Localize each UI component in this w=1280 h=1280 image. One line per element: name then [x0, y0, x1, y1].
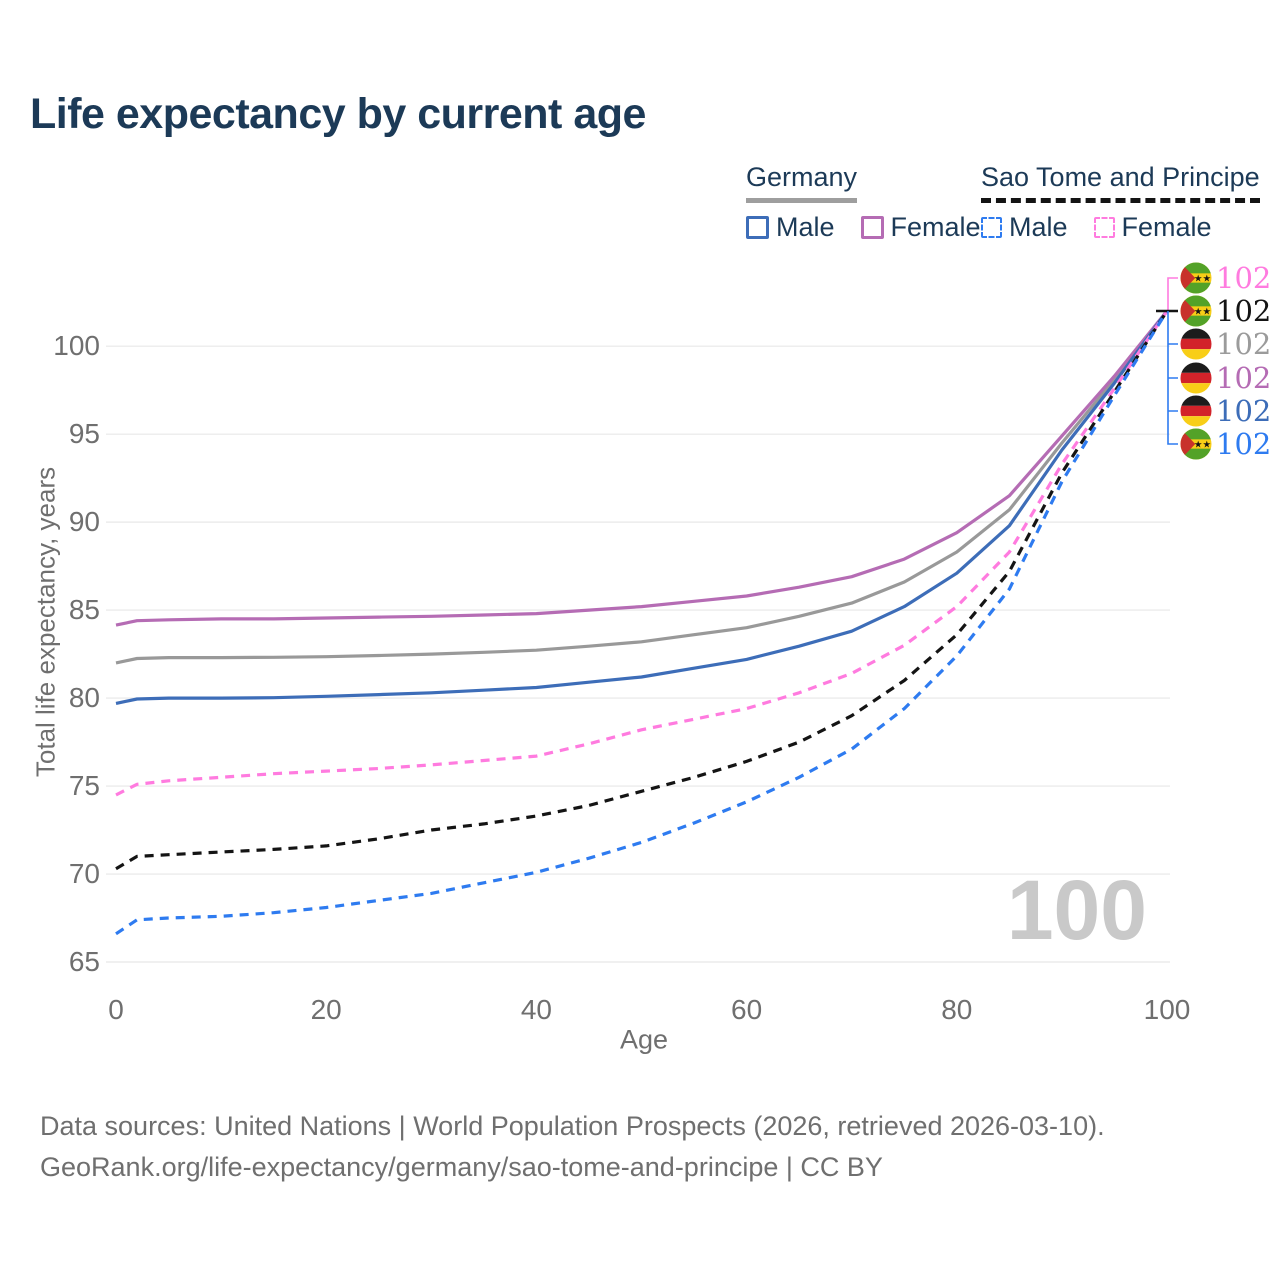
- end-value-label: 102: [1216, 427, 1271, 461]
- end-value-label: 102: [1216, 294, 1271, 328]
- y-tick-label-90: 90: [69, 506, 100, 537]
- x-tick-label-100: 100: [1144, 994, 1191, 1025]
- end-value-label: 102: [1216, 327, 1271, 361]
- flag-sao-tome-and-principe-icon: ★★: [1180, 428, 1212, 460]
- legend-item-germany-male[interactable]: Male: [746, 212, 835, 243]
- series-line-sao-tome-and-principe-male[interactable]: [115, 310, 1169, 936]
- end-label-connector-pink: [1167, 277, 1178, 311]
- footer: Data sources: United Nations | World Pop…: [40, 1106, 1105, 1188]
- legend-item-label: Male: [1009, 212, 1068, 242]
- y-tick-label-95: 95: [69, 418, 100, 449]
- x-tick-label-40: 40: [521, 994, 552, 1025]
- legend-item-label: Female: [1121, 212, 1212, 242]
- y-tick-label-85: 85: [69, 594, 100, 625]
- x-tick-label-60: 60: [731, 994, 762, 1025]
- stp-female-swatch-icon[interactable]: [1093, 217, 1115, 238]
- legend: Germany Male Female Sao Tome and Princip…: [0, 162, 1280, 242]
- y-tick-label-65: 65: [69, 946, 100, 977]
- legend-group-germany: Germany Male Female: [746, 162, 981, 243]
- legend-country-sao-tome-and-principe[interactable]: Sao Tome and Principe: [981, 162, 1260, 203]
- legend-item-label: Female: [890, 212, 981, 242]
- end-label-connector-blue: [1167, 311, 1178, 445]
- y-tick-label-80: 80: [69, 682, 100, 713]
- y-tick-label-100: 100: [53, 330, 100, 361]
- y-tick-label-75: 75: [69, 770, 100, 801]
- y-tick-label-70: 70: [69, 858, 100, 889]
- svg-text:★★: ★★: [1194, 273, 1211, 284]
- page-title: Life expectancy by current age: [30, 90, 646, 138]
- series-line-germany-male[interactable]: [115, 310, 1169, 705]
- series-line-germany-female[interactable]: [115, 309, 1169, 627]
- end-value-label: 102: [1216, 394, 1271, 428]
- svg-text:★★: ★★: [1194, 306, 1211, 317]
- legend-group-sao-tome-and-principe: Sao Tome and Principe Male Female: [981, 162, 1260, 243]
- flag-germany-icon: [1180, 328, 1212, 360]
- age-counter-watermark: 100: [1006, 863, 1147, 957]
- legend-item-germany-female[interactable]: Female: [860, 212, 981, 243]
- legend-items-germany: Male Female: [746, 212, 981, 243]
- x-tick-label-0: 0: [108, 994, 124, 1025]
- end-value-label: 102: [1216, 261, 1271, 295]
- stp-male-swatch-icon[interactable]: [981, 217, 1002, 238]
- flag-germany-icon: [1180, 395, 1212, 427]
- x-tick-label-80: 80: [941, 994, 972, 1025]
- germany-female-swatch-icon[interactable]: [860, 216, 884, 239]
- flag-sao-tome-and-principe-icon: ★★: [1180, 295, 1212, 327]
- x-axis-title: Age: [619, 1024, 669, 1055]
- footer-attribution-line: GeoRank.org/life-expectancy/germany/sao-…: [40, 1152, 883, 1182]
- legend-item-stp-male[interactable]: Male: [981, 212, 1068, 243]
- series-line-sao-tome-and-principe[interactable]: [115, 310, 1169, 871]
- svg-text:★★: ★★: [1194, 439, 1211, 450]
- footer-sources-line: Data sources: United Nations | World Pop…: [40, 1111, 1105, 1141]
- legend-item-label: Male: [776, 212, 835, 242]
- series-line-sao-tome-and-principe-female[interactable]: [115, 310, 1169, 797]
- flag-germany-icon: [1180, 362, 1212, 394]
- legend-items-sao-tome-and-principe: Male Female: [981, 212, 1260, 243]
- end-value-label: 102: [1216, 361, 1271, 395]
- series-line-germany[interactable]: [115, 310, 1169, 665]
- legend-country-germany[interactable]: Germany: [746, 162, 858, 203]
- x-tick-label-20: 20: [311, 994, 342, 1025]
- flag-sao-tome-and-principe-icon: ★★: [1180, 262, 1212, 294]
- y-axis-title: Total life expectancy, years: [30, 466, 61, 778]
- germany-male-swatch-icon[interactable]: [746, 216, 769, 239]
- legend-item-stp-female[interactable]: Female: [1093, 212, 1212, 243]
